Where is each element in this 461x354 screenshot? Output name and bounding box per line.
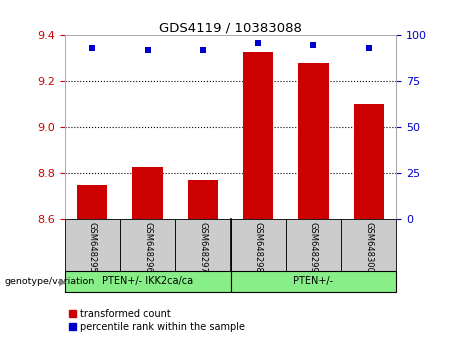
Bar bbox=[65, 271, 230, 292]
Text: PTEN+/-: PTEN+/- bbox=[293, 276, 334, 286]
Bar bbox=[132, 166, 163, 219]
Bar bbox=[286, 219, 341, 271]
Bar bbox=[120, 219, 175, 271]
Point bbox=[254, 40, 262, 46]
Text: ▶: ▶ bbox=[59, 277, 66, 287]
Text: GSM648299: GSM648299 bbox=[309, 222, 318, 273]
Point bbox=[144, 47, 151, 53]
Bar bbox=[243, 51, 273, 219]
Bar bbox=[354, 104, 384, 219]
Bar bbox=[65, 219, 120, 271]
Text: GSM648297: GSM648297 bbox=[198, 222, 207, 273]
Bar bbox=[230, 271, 396, 292]
Bar bbox=[188, 180, 218, 219]
Bar bbox=[77, 185, 107, 219]
Text: genotype/variation: genotype/variation bbox=[5, 277, 95, 286]
Bar bbox=[230, 219, 286, 271]
Bar bbox=[298, 63, 329, 219]
Point bbox=[310, 42, 317, 47]
Text: GSM648298: GSM648298 bbox=[254, 222, 263, 273]
Text: PTEN+/- IKK2ca/ca: PTEN+/- IKK2ca/ca bbox=[102, 276, 193, 286]
Point bbox=[365, 45, 372, 51]
Bar bbox=[341, 219, 396, 271]
Legend: transformed count, percentile rank within the sample: transformed count, percentile rank withi… bbox=[70, 309, 245, 332]
Text: GSM648300: GSM648300 bbox=[364, 222, 373, 273]
Text: GSM648295: GSM648295 bbox=[88, 222, 97, 273]
Text: GSM648296: GSM648296 bbox=[143, 222, 152, 273]
Point bbox=[89, 45, 96, 51]
Title: GDS4119 / 10383088: GDS4119 / 10383088 bbox=[159, 21, 302, 34]
Point bbox=[199, 47, 207, 53]
Bar bbox=[175, 219, 230, 271]
